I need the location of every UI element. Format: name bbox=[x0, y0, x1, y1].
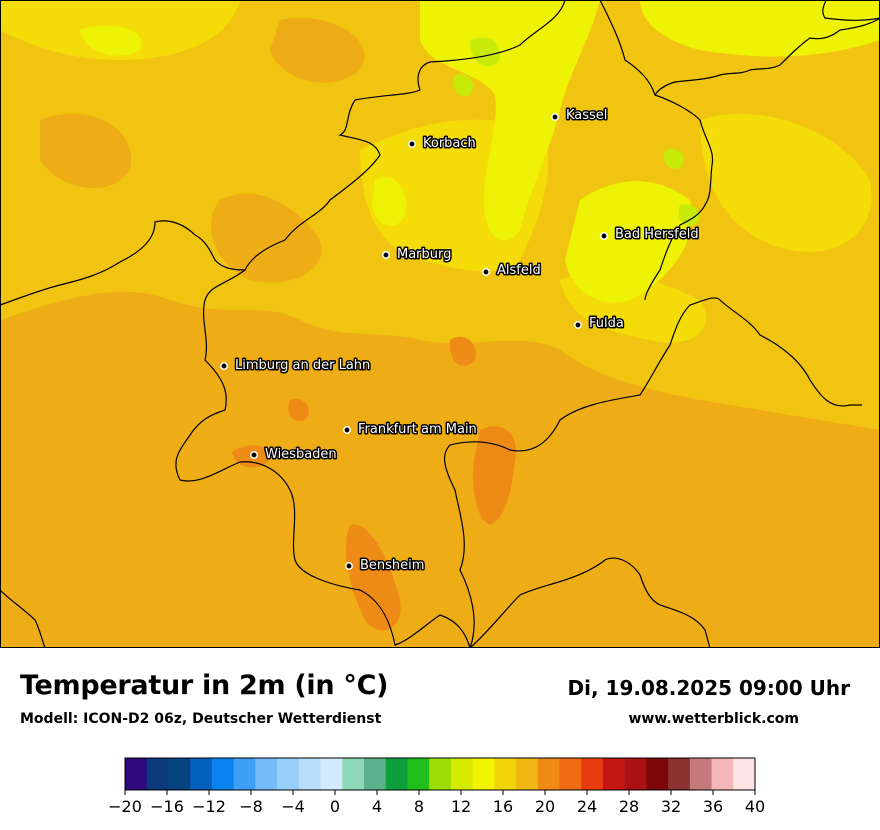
temperature-map: Kassel Korbach Bad Hersfeld Marburg Alsf… bbox=[0, 0, 880, 648]
city-label: Fulda bbox=[589, 316, 624, 331]
state-border-southeast bbox=[469, 557, 711, 648]
legend-swatch bbox=[429, 758, 452, 790]
city-dot bbox=[551, 113, 559, 121]
city-label: Alsfeld bbox=[497, 263, 541, 278]
city-bad-hersfeld: Bad Hersfeld bbox=[600, 226, 700, 244]
legend-swatch bbox=[342, 758, 365, 790]
temperature-zones-warm bbox=[0, 18, 880, 648]
city-alsfeld: Alsfeld bbox=[482, 262, 542, 280]
legend-swatch bbox=[689, 758, 712, 790]
city-label: Kassel bbox=[566, 108, 607, 123]
city-label: Korbach bbox=[423, 136, 476, 151]
city-label: Bensheim bbox=[360, 558, 424, 573]
forecast-datetime: Di, 19.08.2025 09:00 Uhr bbox=[567, 676, 850, 700]
legend-tick-label: −16 bbox=[150, 797, 184, 816]
legend-swatch bbox=[559, 758, 582, 790]
legend-swatch bbox=[733, 758, 756, 790]
legend-tick-label: 36 bbox=[703, 797, 723, 816]
legend-swatch bbox=[668, 758, 691, 790]
city-dot bbox=[574, 321, 582, 329]
legend-tick-label: 0 bbox=[330, 797, 340, 816]
legend-ticks: −20 −16 −12 −8 −4 0 4 8 12 16 20 24 28 32 36 40 bbox=[108, 790, 765, 816]
city-dot bbox=[482, 268, 490, 276]
legend-tick-label: −20 bbox=[108, 797, 142, 816]
legend-swatch bbox=[537, 758, 560, 790]
legend-swatch bbox=[646, 758, 669, 790]
map-title: Temperatur in 2m (in °C) bbox=[20, 670, 389, 701]
legend-swatch bbox=[168, 758, 191, 790]
legend-swatch bbox=[125, 758, 148, 790]
state-border-east bbox=[654, 0, 880, 96]
legend-swatch bbox=[363, 758, 387, 790]
legend-tick-label: −12 bbox=[192, 797, 226, 816]
legend-swatch bbox=[407, 758, 430, 790]
city-kassel: Kassel bbox=[551, 107, 609, 125]
temperature-zones-cooler bbox=[80, 0, 880, 303]
legend-tick-label: 16 bbox=[493, 797, 513, 816]
legend-tick-label: 28 bbox=[619, 797, 639, 816]
state-border-west bbox=[0, 220, 246, 306]
city-dot bbox=[343, 426, 351, 434]
legend-frame bbox=[124, 757, 756, 791]
city-frankfurt-am-main: Frankfurt am Main bbox=[343, 421, 478, 439]
city-dot bbox=[382, 251, 390, 259]
legend-swatch bbox=[277, 758, 300, 790]
city-dot bbox=[345, 562, 353, 570]
city-bensheim: Bensheim bbox=[345, 557, 426, 575]
model-source: Modell: ICON-D2 06z, Deutscher Wetterdie… bbox=[20, 711, 382, 727]
legend-tick-label: 24 bbox=[577, 797, 597, 816]
city-dot bbox=[408, 140, 416, 148]
temperature-zones-hot bbox=[232, 336, 516, 631]
website-credit: www.wetterblick.com bbox=[628, 711, 800, 727]
city-label: Frankfurt am Main bbox=[358, 422, 477, 437]
state-border-hesse bbox=[175, 0, 862, 648]
city-label: Wiesbaden bbox=[265, 447, 337, 462]
legend-tick-label: −4 bbox=[281, 797, 305, 816]
legend-tick-label: 8 bbox=[414, 797, 424, 816]
legend-tick-label: 32 bbox=[661, 797, 681, 816]
legend-swatch bbox=[146, 758, 169, 790]
city-dot bbox=[220, 362, 228, 370]
legend-swatch bbox=[211, 758, 235, 790]
city-wiesbaden: Wiesbaden bbox=[250, 446, 338, 464]
legend-tick-label: 12 bbox=[451, 797, 471, 816]
legend-swatches bbox=[125, 758, 756, 790]
legend-tick-label: 4 bbox=[372, 797, 382, 816]
legend-swatch bbox=[298, 758, 321, 790]
legend-swatch bbox=[494, 758, 517, 790]
city-label: Bad Hersfeld bbox=[615, 227, 699, 242]
legend-tick-label: 20 bbox=[535, 797, 555, 816]
city-fulda: Fulda bbox=[574, 315, 625, 333]
legend-tick-label: −8 bbox=[239, 797, 263, 816]
legend-swatch bbox=[516, 758, 539, 790]
legend-swatch bbox=[602, 758, 626, 790]
state-border-southwest bbox=[0, 589, 46, 648]
legend-swatch bbox=[581, 758, 604, 790]
color-scale-legend: −20 −16 −12 −8 −4 0 4 8 12 16 20 24 28 32 36 40 bbox=[108, 757, 765, 816]
state-border-hesse-north bbox=[599, 0, 714, 301]
legend-swatch bbox=[711, 758, 734, 790]
city-limburg-an-der-lahn: Limburg an der Lahn bbox=[220, 357, 372, 375]
city-label: Marburg bbox=[397, 247, 451, 262]
legend-tick-label: 40 bbox=[745, 797, 765, 816]
temperature-zones-coolest bbox=[453, 37, 700, 226]
legend-swatch bbox=[190, 758, 213, 790]
city-markers: Kassel Korbach Bad Hersfeld Marburg Alsf… bbox=[220, 107, 700, 575]
legend-swatch bbox=[255, 758, 278, 790]
city-dot bbox=[250, 451, 258, 459]
city-korbach: Korbach bbox=[408, 135, 477, 153]
legend-swatch bbox=[450, 758, 473, 790]
legend-swatch bbox=[320, 758, 343, 790]
city-dot bbox=[600, 232, 608, 240]
legend-swatch bbox=[385, 758, 408, 790]
legend-swatch bbox=[472, 758, 495, 790]
city-marburg: Marburg bbox=[382, 246, 453, 264]
legend-swatch bbox=[233, 758, 256, 790]
legend-swatch bbox=[624, 758, 647, 790]
city-label: Limburg an der Lahn bbox=[235, 358, 370, 373]
